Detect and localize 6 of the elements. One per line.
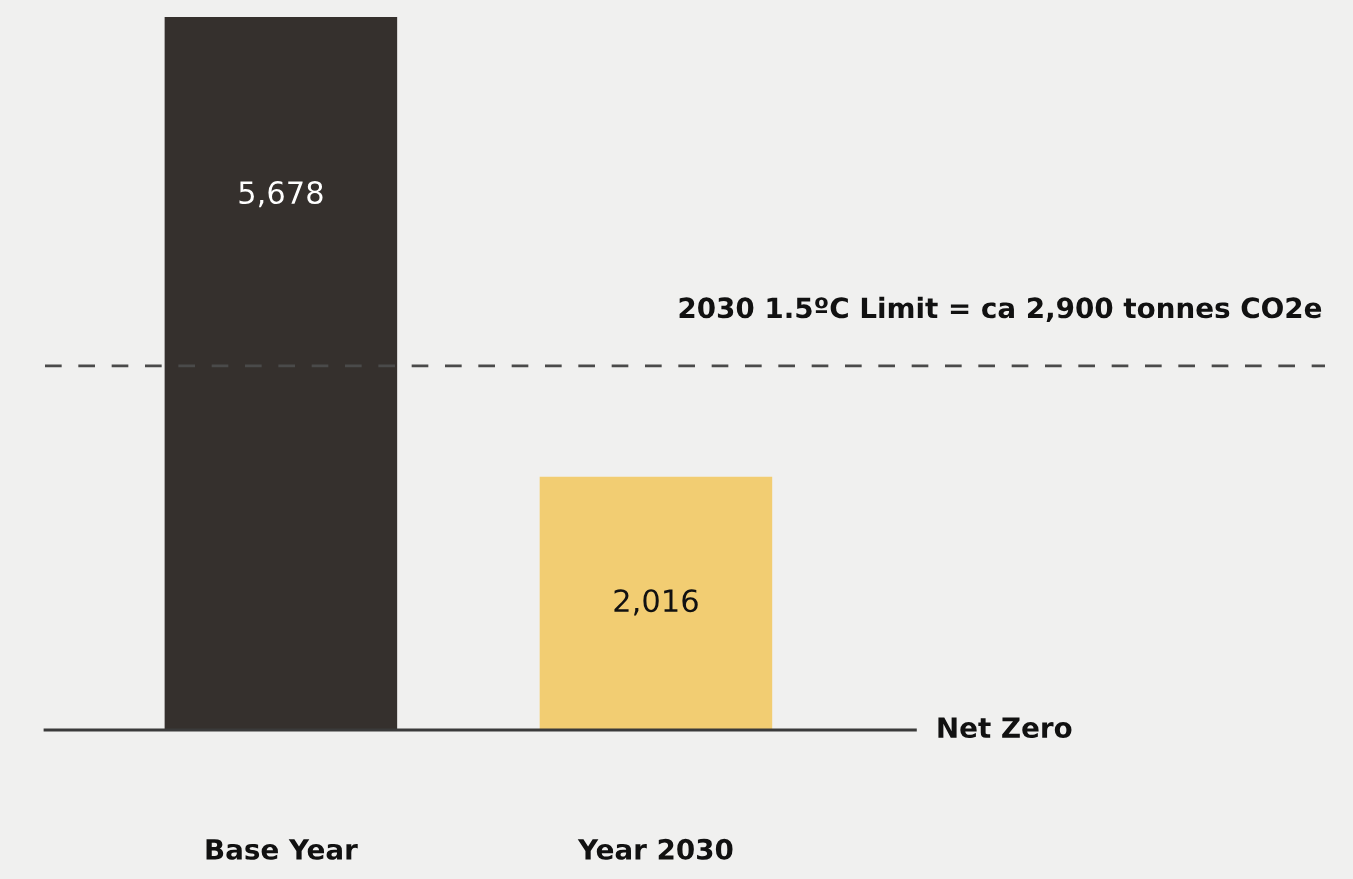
data-label: 5,678 <box>239 181 323 208</box>
data-label: 2,016 <box>614 589 698 616</box>
x-tick-label: Base Year <box>206 839 358 860</box>
ref-line-label: 2030 1.5ºC Limit = ca 2,900 tonnes CO2e <box>679 296 1322 322</box>
ref-line-label: Net Zero <box>938 717 1072 739</box>
x-tick-label: Year 2030 <box>577 838 733 860</box>
